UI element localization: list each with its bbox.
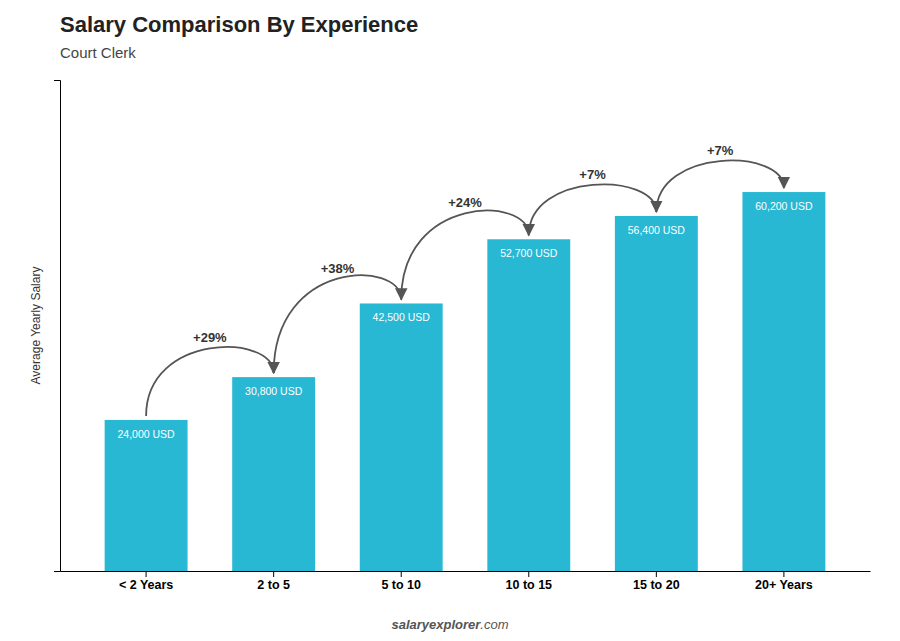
change-annotations: +29% +38% +24% +7% +7% bbox=[146, 143, 784, 416]
subtitle: Court Clerk bbox=[60, 44, 136, 61]
plot: < 2 Years 2 to 5 5 to 10 10 to 15 15 to 20 20… bbox=[29, 81, 871, 592]
data-label: 60,200 USD bbox=[755, 200, 813, 212]
x-tick: 5 to 10 bbox=[381, 571, 421, 592]
x-tick: 15 to 20 bbox=[633, 571, 680, 592]
change-arrow bbox=[401, 211, 529, 300]
x-tick: < 2 Years bbox=[119, 571, 173, 592]
data-labels: 24,000 USD 30,800 USD 42,500 USD 52,700 USD… bbox=[118, 200, 813, 440]
bar bbox=[232, 377, 315, 571]
x-tick-mark bbox=[528, 571, 529, 577]
change-label: +7% bbox=[707, 143, 734, 158]
data-label: 52,700 USD bbox=[500, 247, 558, 259]
x-tick: 2 to 5 bbox=[257, 571, 290, 592]
bar bbox=[615, 216, 698, 571]
data-label: 24,000 USD bbox=[118, 428, 176, 440]
bars bbox=[105, 192, 826, 571]
title: Salary Comparison By Experience bbox=[60, 12, 418, 37]
bar bbox=[360, 303, 443, 571]
change-arrow bbox=[656, 161, 784, 212]
footer-part: explorer bbox=[429, 617, 481, 632]
chart: Salary Comparison By Experience Court Cle… bbox=[0, 0, 900, 641]
y-axis-title: Average Yearly Salary bbox=[29, 267, 43, 385]
data-label: 56,400 USD bbox=[628, 224, 686, 236]
x-tick-label: 20+ Years bbox=[755, 578, 813, 592]
y-axis-line bbox=[54, 81, 61, 572]
change-label: +24% bbox=[448, 195, 482, 210]
x-tick-mark bbox=[273, 571, 274, 577]
x-tick-label: < 2 Years bbox=[119, 578, 173, 592]
footer: salaryexplorer.com bbox=[391, 617, 508, 632]
change-label: +7% bbox=[579, 167, 606, 182]
bar bbox=[105, 420, 188, 571]
x-tick-mark bbox=[146, 571, 147, 577]
x-tick-label: 5 to 10 bbox=[381, 578, 421, 592]
x-tick-mark bbox=[656, 571, 657, 577]
x-axis: < 2 Years 2 to 5 5 to 10 10 to 15 15 to 20 20… bbox=[61, 571, 871, 592]
footer-part: salary bbox=[391, 617, 429, 632]
x-tick: 10 to 15 bbox=[505, 571, 552, 592]
x-axis-line bbox=[61, 571, 871, 572]
footer-part: .com bbox=[480, 617, 508, 632]
x-tick-mark bbox=[401, 571, 402, 577]
bar bbox=[742, 192, 825, 571]
change-arrow bbox=[529, 184, 657, 235]
x-tick-label: 10 to 15 bbox=[505, 578, 552, 592]
x-tick-label: 2 to 5 bbox=[257, 578, 290, 592]
x-tick: 20+ Years bbox=[755, 571, 813, 592]
x-tick-label: 15 to 20 bbox=[633, 578, 680, 592]
change-arrow bbox=[146, 347, 274, 416]
change-arrow bbox=[274, 275, 402, 373]
change-label: +38% bbox=[321, 261, 355, 276]
y-axis bbox=[54, 81, 61, 572]
data-label: 42,500 USD bbox=[373, 311, 431, 323]
x-tick-mark bbox=[783, 571, 784, 577]
bar bbox=[487, 239, 570, 571]
data-label: 30,800 USD bbox=[245, 385, 303, 397]
change-label: +29% bbox=[193, 330, 227, 345]
